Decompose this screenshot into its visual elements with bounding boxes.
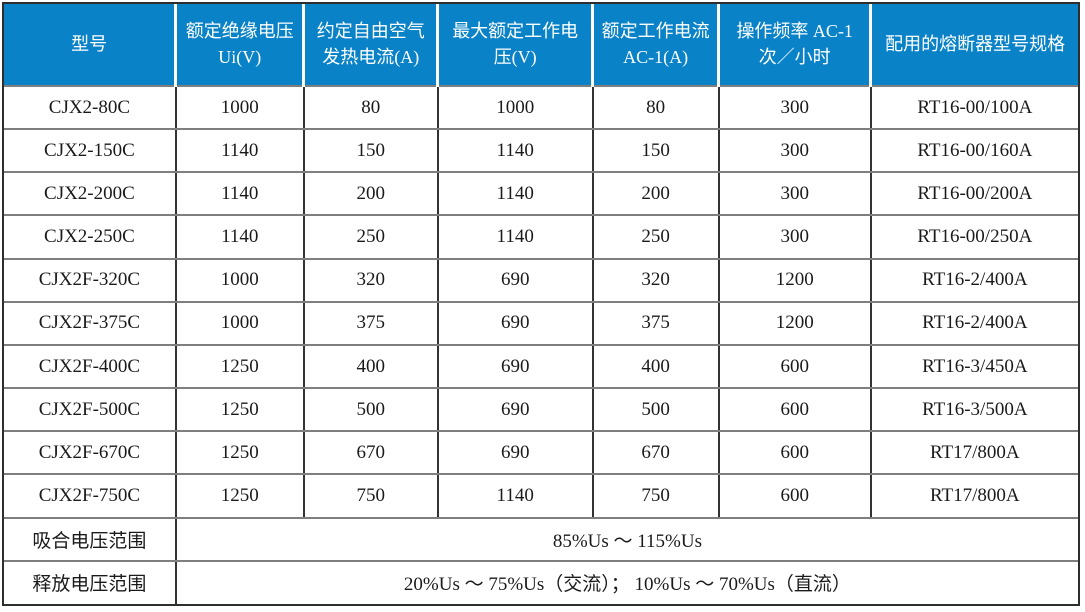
table-cell: RT16-00/200A	[869, 171, 1078, 217]
table-row-release-voltage-range: 释放电压范围 20%Us ～ 75%Us（交流）； 10%Us ～ 70%Us（…	[4, 559, 1078, 604]
header-row: 型号 额定绝缘电压 Ui(V) 约定自由空气发热电流(A) 最大额定工作电压(V…	[4, 4, 1078, 87]
table-row: CJX2F-375C 1000 375 690 375 1200 RT16-2/…	[4, 300, 1078, 346]
table-cell: RT17/800A	[869, 473, 1078, 519]
col-header-max-rated-operational-voltage: 最大额定工作电压(V)	[436, 4, 595, 87]
spec-table: 型号 额定绝缘电压 Ui(V) 约定自由空气发热电流(A) 最大额定工作电压(V…	[4, 4, 1078, 604]
table-cell: 750	[302, 473, 439, 519]
table-row: CJX2-200C 1140 200 1140 200 300 RT16-00/…	[4, 171, 1078, 217]
col-header-rated-insulation-voltage: 额定绝缘电压 Ui(V)	[174, 4, 306, 87]
table-cell: RT17/800A	[869, 430, 1078, 476]
table-cell: 1000	[174, 300, 305, 346]
col-header-operating-frequency: 操作频率 AC-1 次／小时	[717, 4, 873, 87]
table-cell: 1200	[717, 300, 872, 346]
table-cell: 690	[436, 430, 594, 476]
row-label-release-voltage-range: 释放电压范围	[4, 559, 177, 604]
table-cell: 400	[302, 343, 439, 390]
table-cell: 600	[717, 473, 872, 519]
col-header-rated-operational-current-ac1: 额定工作电流 AC-1(A)	[591, 4, 721, 87]
cell-model: CJX2F-750C	[4, 473, 177, 519]
table-cell: 150	[591, 128, 720, 174]
table-cell: 690	[436, 257, 594, 303]
cell-model: CJX2F-670C	[4, 430, 177, 476]
table-cell: 1250	[174, 343, 305, 390]
table-cell: RT16-3/450A	[869, 343, 1078, 390]
table-cell: 300	[717, 214, 872, 260]
table-cell: RT16-3/500A	[869, 387, 1078, 433]
table-cell: 1140	[436, 171, 594, 217]
table-row: CJX2F-400C 1250 400 690 400 600 RT16-3/4…	[4, 343, 1078, 390]
table-cell: 300	[717, 171, 872, 217]
table-cell: 1250	[174, 473, 305, 519]
cell-model: CJX2F-320C	[4, 257, 177, 303]
table-row: CJX2-80C 1000 80 1000 80 300 RT16-00/100…	[4, 84, 1078, 131]
table-cell: RT16-00/160A	[869, 128, 1078, 174]
cell-model: CJX2F-375C	[4, 300, 177, 346]
table-cell: 250	[591, 214, 720, 260]
table-cell: 300	[717, 128, 872, 174]
table-cell: 150	[302, 128, 439, 174]
col-header-model: 型号	[4, 4, 178, 87]
cell-model: CJX2F-400C	[4, 343, 177, 390]
col-header-matching-fuse-model: 配用的熔断器型号规格	[869, 4, 1078, 87]
table-cell: 1000	[436, 84, 594, 131]
table-cell: 375	[302, 300, 439, 346]
table-cell: 670	[302, 430, 439, 476]
table-row: CJX2F-750C 1250 750 1140 750 600 RT17/80…	[4, 473, 1078, 519]
table-cell: 600	[717, 343, 872, 390]
table-cell: RT16-2/400A	[869, 300, 1078, 346]
table-cell: 1140	[174, 214, 305, 260]
table-cell: 1140	[436, 214, 594, 260]
col-header-conventional-free-air-thermal-current: 约定自由空气发热电流(A)	[302, 4, 440, 87]
table-cell: 1140	[436, 128, 594, 174]
row-value-pickup-voltage-range: 85%Us ～ 115%Us	[174, 516, 1078, 562]
table-cell: RT16-00/100A	[869, 84, 1078, 131]
cell-model: CJX2-250C	[4, 214, 177, 260]
table-cell: 1200	[717, 257, 872, 303]
table-cell: 80	[591, 84, 720, 131]
table-cell: 600	[717, 387, 872, 433]
table-cell: 500	[302, 387, 439, 433]
table-cell: 375	[591, 300, 720, 346]
table-cell: 1140	[174, 128, 305, 174]
table-cell: 670	[591, 430, 720, 476]
table-cell: 250	[302, 214, 439, 260]
table-cell: 690	[436, 387, 594, 433]
table-cell: 300	[717, 84, 872, 131]
table-cell: 1000	[174, 257, 305, 303]
cell-model: CJX2-150C	[4, 128, 177, 174]
table-cell: RT16-00/250A	[869, 214, 1078, 260]
table-row-pickup-voltage-range: 吸合电压范围 85%Us ～ 115%Us	[4, 516, 1078, 562]
table-cell: 200	[591, 171, 720, 217]
cell-model: CJX2-200C	[4, 171, 177, 217]
table-cell: 320	[302, 257, 439, 303]
table-cell: RT16-2/400A	[869, 257, 1078, 303]
table-cell: 1250	[174, 430, 305, 476]
table-row: CJX2F-320C 1000 320 690 320 1200 RT16-2/…	[4, 257, 1078, 303]
table-cell: 1000	[174, 84, 305, 131]
table-cell: 600	[717, 430, 872, 476]
table-row: CJX2F-500C 1250 500 690 500 600 RT16-3/5…	[4, 387, 1078, 433]
table-cell: 200	[302, 171, 439, 217]
table-row: CJX2F-670C 1250 670 690 670 600 RT17/800…	[4, 430, 1078, 476]
table-cell: 690	[436, 300, 594, 346]
table-cell: 1140	[436, 473, 594, 519]
row-value-release-voltage-range: 20%Us ～ 75%Us（交流）； 10%Us ～ 70%Us（直流）	[174, 559, 1078, 604]
cell-model: CJX2F-500C	[4, 387, 177, 433]
row-label-pickup-voltage-range: 吸合电压范围	[4, 516, 177, 562]
table-cell: 750	[591, 473, 720, 519]
table-cell: 1140	[174, 171, 305, 217]
table-cell: 500	[591, 387, 720, 433]
table-row: CJX2-250C 1140 250 1140 250 300 RT16-00/…	[4, 214, 1078, 260]
cell-model: CJX2-80C	[4, 84, 177, 131]
table-cell: 690	[436, 343, 594, 390]
table-cell: 400	[591, 343, 720, 390]
table-cell: 1250	[174, 387, 305, 433]
table-cell: 80	[302, 84, 439, 131]
table-row: CJX2-150C 1140 150 1140 150 300 RT16-00/…	[4, 128, 1078, 174]
table-cell: 320	[591, 257, 720, 303]
